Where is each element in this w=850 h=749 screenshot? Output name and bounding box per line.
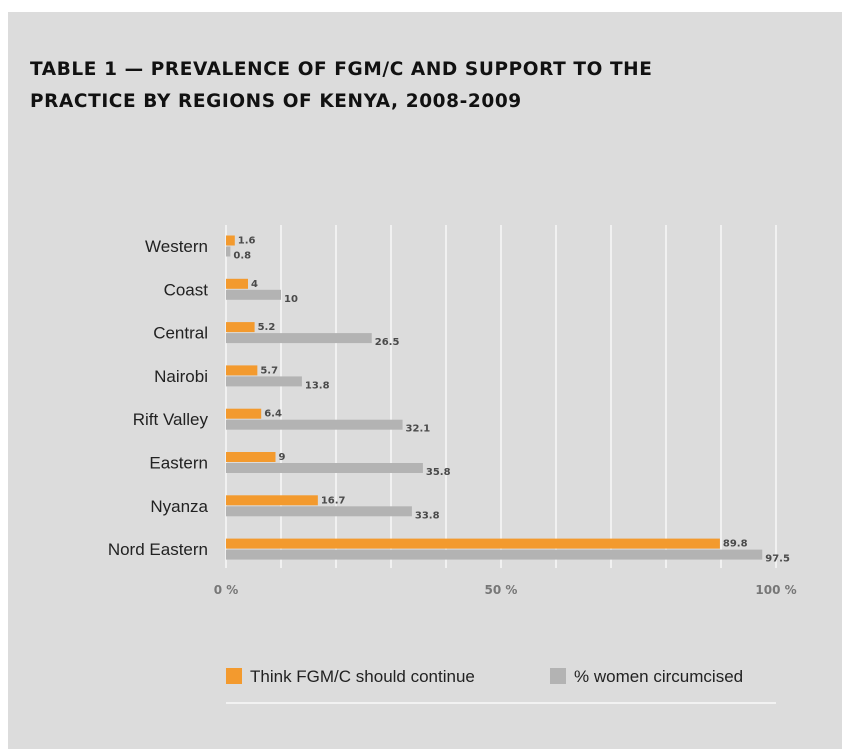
bar-continue-western [226, 235, 235, 246]
legend-swatch [226, 668, 242, 684]
bar-continue-rift-valley [226, 408, 262, 419]
bar-continue-nord-eastern [226, 538, 720, 549]
bar-circumcised-rift-valley [226, 419, 403, 430]
bar-continue-central [226, 322, 255, 333]
category-label: Western [145, 237, 208, 256]
data-label: 16.7 [321, 495, 346, 506]
category-label: Central [153, 324, 208, 343]
bars [226, 235, 763, 560]
category-label: Eastern [149, 454, 208, 473]
legend-swatch [550, 668, 566, 684]
gridlines [225, 225, 777, 568]
x-tick-label: 100 % [755, 583, 796, 597]
data-label: 5.2 [258, 322, 276, 333]
bar-circumcised-coast [226, 289, 281, 300]
data-label: 26.5 [375, 337, 400, 348]
chart-title: TABLE 1 — PREVALENCE OF FGM/C AND SUPPOR… [30, 59, 653, 112]
data-label: 5.7 [260, 365, 278, 376]
legend-label: Think FGM/C should continue [250, 667, 475, 686]
data-label: 9 [279, 452, 286, 463]
labels: 0 % 50 % 100 % Western 1.6 0.8 Coast 4 10 Central… [108, 236, 797, 598]
bar-circumcised-nyanza [226, 506, 412, 517]
data-label: 13.8 [305, 380, 330, 391]
bar-continue-coast [226, 278, 248, 289]
data-label: 4 [251, 279, 258, 290]
bar-circumcised-eastern [226, 463, 423, 473]
data-label: 1.6 [238, 236, 256, 247]
legend: Think FGM/C should continue % women circu… [226, 667, 776, 704]
bar-continue-nyanza [226, 495, 318, 506]
bar-circumcised-nord-eastern [226, 549, 763, 560]
chart-panel [8, 12, 842, 749]
data-label: 35.8 [426, 467, 451, 478]
category-label: Rift Valley [133, 410, 209, 429]
bar-circumcised-western [226, 246, 231, 257]
legend-label: % women circumcised [574, 667, 743, 686]
category-label: Nyanza [150, 497, 208, 516]
data-label: 32.1 [406, 424, 431, 435]
x-tick-label: 50 % [485, 583, 518, 597]
data-label: 97.5 [765, 554, 790, 565]
data-label: 89.8 [723, 539, 748, 550]
bar-circumcised-nairobi [226, 376, 302, 387]
category-label: Nord Eastern [108, 540, 208, 559]
bar-continue-nairobi [226, 365, 258, 376]
category-label: Nairobi [154, 367, 208, 386]
data-label: 10 [284, 294, 298, 305]
bar-circumcised-central [226, 333, 372, 344]
data-label: 0.8 [233, 251, 251, 262]
data-label: 33.8 [415, 510, 440, 521]
bar-continue-eastern [226, 452, 276, 462]
category-label: Coast [164, 280, 209, 299]
data-label: 6.4 [264, 409, 282, 420]
x-tick-label: 0 % [214, 583, 239, 597]
